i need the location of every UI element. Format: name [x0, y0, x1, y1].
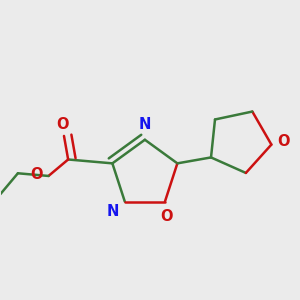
- Text: O: O: [278, 134, 290, 149]
- Text: N: N: [106, 204, 118, 219]
- Text: O: O: [30, 167, 42, 182]
- Text: N: N: [139, 117, 151, 132]
- Text: O: O: [160, 209, 173, 224]
- Text: O: O: [56, 117, 68, 132]
